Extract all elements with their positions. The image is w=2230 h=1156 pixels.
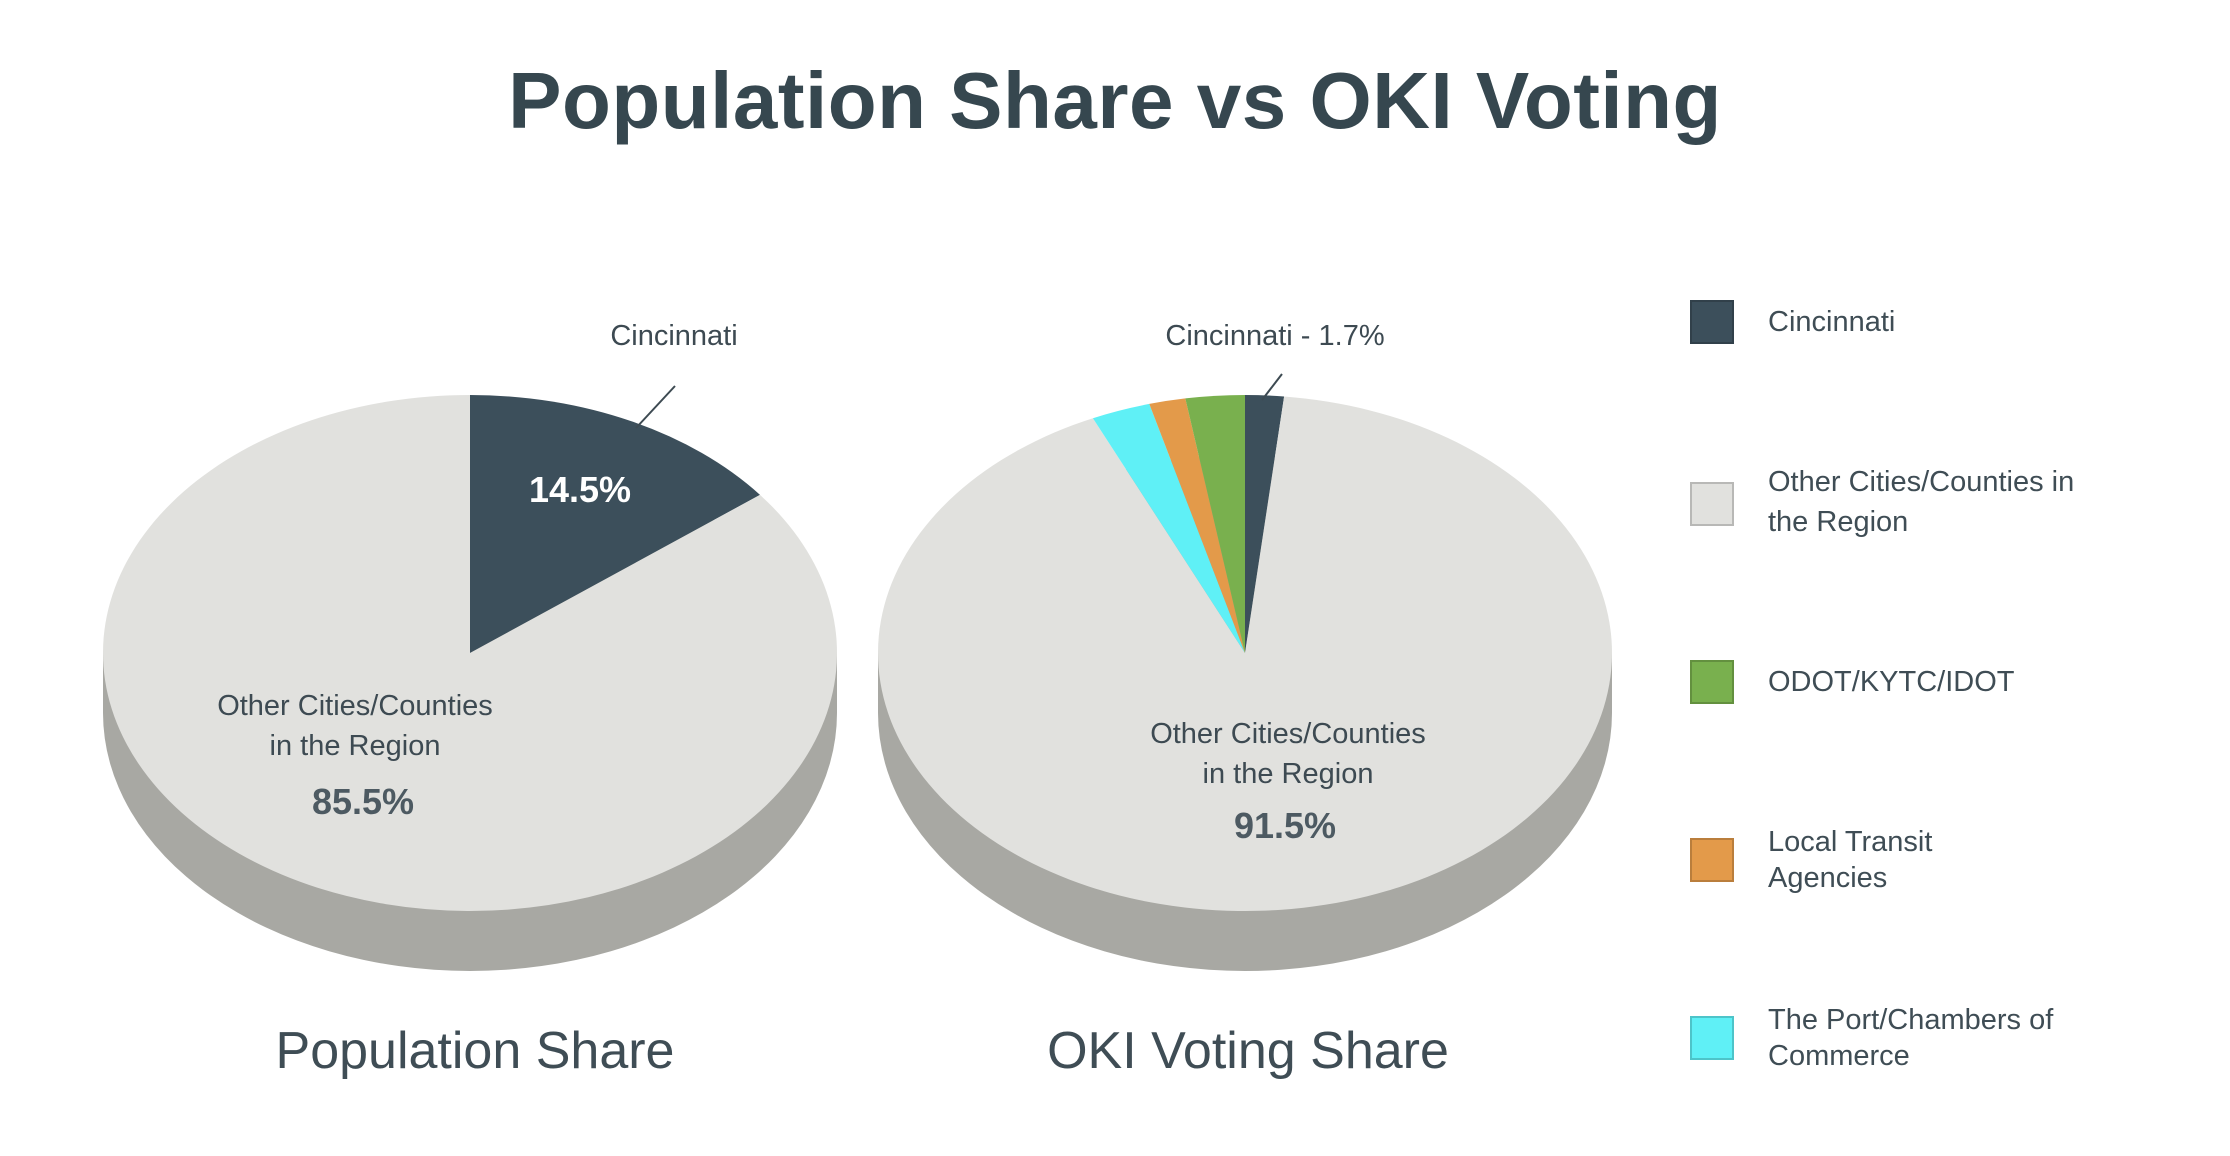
pie-title: OKI Voting Share [1047,1022,1449,1080]
slice-label-other-cities: in the Region [270,730,441,762]
legend: Cincinnati Other Cities/Counties in the … [1690,0,2210,1156]
pie-slice-odot-kytc-idot [1185,395,1245,653]
legend-label: Cincinnati [1768,306,1896,338]
value-label-other-cities-counties-in-the-region: 91.5% [1234,805,1336,846]
pie-slice-other-cities-counties-in-the-region [878,396,1613,911]
charts-area: Cincinnati 14.5% 85.5% Other Cities/Countie… [102,320,1613,1080]
slice-label-other-cities: Other Cities/Counties [217,690,493,722]
callout-label-cincinnati: Cincinnati [610,320,737,352]
legend-label: ODOT/KYTC/IDOT [1768,666,2015,698]
pie-slice-other-cities-counties-in-the-region [102,395,837,911]
legend-label: Other Cities/Counties in the Region [1768,466,2075,538]
chart-title: Population Share vs OKI Voting [508,56,1722,145]
legend-label: Local Transit Agencies [1768,826,1933,894]
legend-swatch [1690,660,1734,704]
pie-slice-the-port-chambers-of-commerce [1092,403,1245,653]
value-label-other-cities-counties-in-the-region: 85.5% [312,781,414,822]
legend-swatch [1690,300,1734,344]
legend-label: The Port/Chambers of Commerce [1768,1004,2054,1072]
pie-slice-local-transit-agencies [1149,398,1245,653]
pie-slice-cincinnati [470,395,760,653]
slice-label-other-cities: Other Cities/Counties [1150,718,1426,750]
value-label-cincinnati: 14.5% [529,469,631,510]
legend-swatch [1690,1016,1734,1060]
slice-label-other-cities: in the Region [1203,758,1374,790]
pie-title: Population Share [276,1022,675,1080]
legend-swatch [1690,838,1734,882]
legend-swatch [1690,482,1734,526]
callout-leader-line [635,385,676,429]
callout-leader-line [1261,373,1283,401]
pie-slice-cincinnati [1245,395,1285,653]
callout-label-cincinnati: Cincinnati - 1.7% [1165,320,1384,352]
